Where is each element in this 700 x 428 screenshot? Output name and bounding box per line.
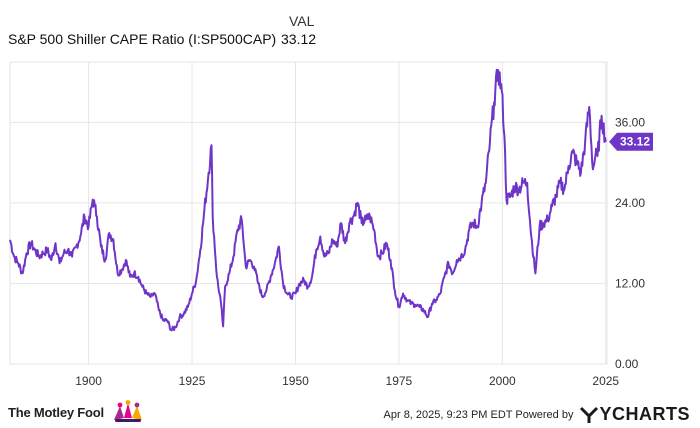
value-badge-shape bbox=[609, 132, 653, 151]
grid-lines bbox=[9, 61, 608, 365]
chart-header: VAL S&P 500 Shiller CAPE Ratio (I:SP500C… bbox=[0, 0, 700, 52]
y-tick-label: 36.00 bbox=[615, 115, 645, 129]
series-name[interactable]: S&P 500 Shiller CAPE Ratio (I:SP500CAP) bbox=[8, 31, 277, 47]
plot-frame bbox=[9, 61, 608, 365]
series-current-value: 33.12 bbox=[281, 31, 317, 47]
motley-fool-brand-text: The Motley Fool bbox=[8, 404, 104, 420]
timestamp: Apr 8, 2025, 9:23 PM EDT Powered by bbox=[383, 408, 574, 421]
x-tick-label: 2000 bbox=[489, 374, 516, 388]
jester-hat-icon bbox=[113, 400, 142, 422]
ycharts-y-icon bbox=[580, 406, 599, 423]
y-tick-label: 12.00 bbox=[615, 276, 645, 290]
x-tick-label: 1975 bbox=[386, 374, 413, 388]
chart-footer: The Motley Fool Apr 8, 2025, 9:23 PM EDT… bbox=[0, 392, 700, 428]
motley-fool-logo[interactable]: The Motley Fool bbox=[8, 400, 146, 424]
y-tick-label: 24.00 bbox=[615, 196, 645, 210]
ycharts-logo[interactable]: YCHARTS bbox=[579, 404, 690, 425]
axes: 1900 1925 1950 1975 2000 2025 0.00 12.00 24.00 36… bbox=[75, 115, 645, 388]
ycharts-text: YCHARTS bbox=[599, 404, 690, 424]
value-column-header: VAL bbox=[289, 13, 315, 29]
x-tick-label: 1900 bbox=[75, 374, 102, 388]
attribution: Apr 8, 2025, 9:23 PM EDT Powered by YCHA… bbox=[384, 404, 690, 425]
y-tick-label: 0.00 bbox=[615, 357, 639, 371]
current-value-badge: 33.12 bbox=[609, 132, 653, 151]
series-line bbox=[9, 68, 607, 332]
x-tick-label: 2025 bbox=[592, 374, 619, 388]
x-tick-label: 1925 bbox=[179, 374, 206, 388]
value-badge-label: 33.12 bbox=[620, 135, 650, 149]
line-chart: 1900 1925 1950 1975 2000 2025 0.00 12.00 24.00 36… bbox=[9, 61, 653, 388]
x-tick-label: 1950 bbox=[282, 374, 309, 388]
cape-ratio-line[interactable] bbox=[9, 68, 607, 332]
